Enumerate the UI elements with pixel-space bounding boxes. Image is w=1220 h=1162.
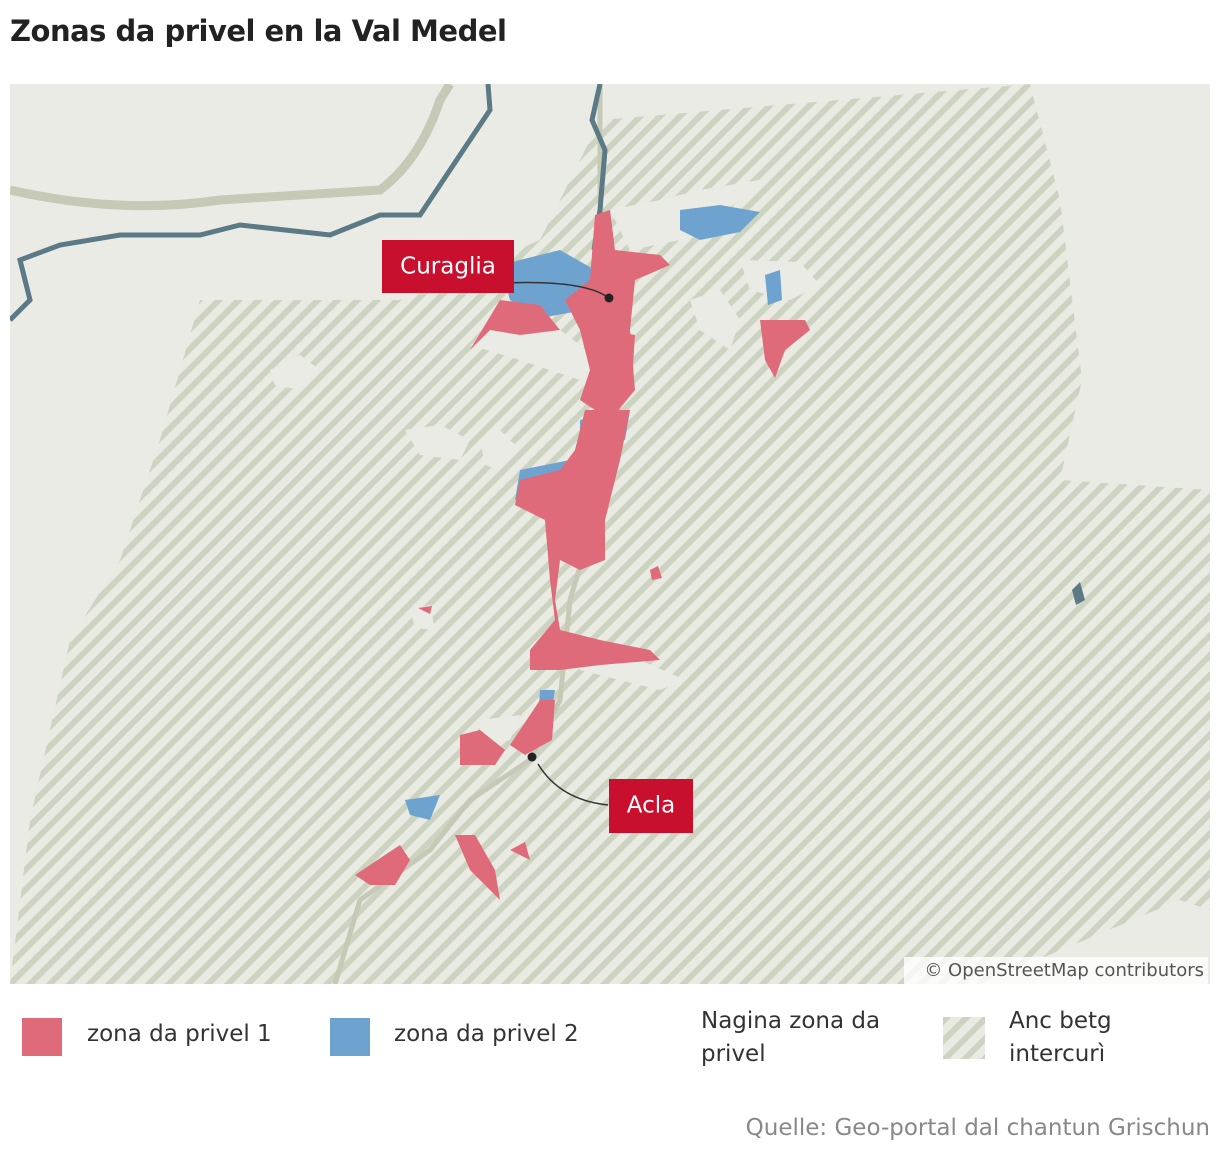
attribution-background: [904, 957, 1208, 984]
legend-label: zona da privel 1: [87, 1021, 272, 1047]
callout-arrow: [537, 763, 609, 806]
place-label: Acla: [627, 793, 675, 819]
attribution: © OpenStreetMap contributors: [924, 960, 1204, 981]
road: [10, 84, 454, 211]
lake: [1072, 582, 1085, 605]
label-box: [609, 779, 693, 833]
map-area: [10, 84, 1210, 984]
river: [10, 84, 493, 322]
legend-label: Nagina zona da privel: [701, 1008, 881, 1067]
no-hazard-areas: [270, 180, 820, 745]
title: Zonas da privel en la Val Medel: [10, 14, 507, 48]
legend-label: zona da privel 2: [394, 1021, 579, 1047]
legend-swatch: [22, 1018, 62, 1056]
label-box: [382, 240, 514, 293]
source: Quelle: Geo-portal dal chantun Grischun: [745, 1115, 1210, 1141]
place-dot: [604, 293, 614, 303]
place-dot: [527, 752, 537, 762]
legend-swatch: [330, 1018, 370, 1056]
legend-label: Anc betg intercurì: [1009, 1008, 1112, 1067]
legend-swatch: [943, 1017, 985, 1059]
not-surveyed-area: [10, 84, 1210, 984]
map: © OpenStreetMap contributors Curaglia Ac…: [10, 84, 1210, 984]
place-label: Curaglia: [400, 254, 496, 280]
hazard-zone-1: [355, 210, 810, 900]
callout-arrow: [504, 281, 607, 297]
